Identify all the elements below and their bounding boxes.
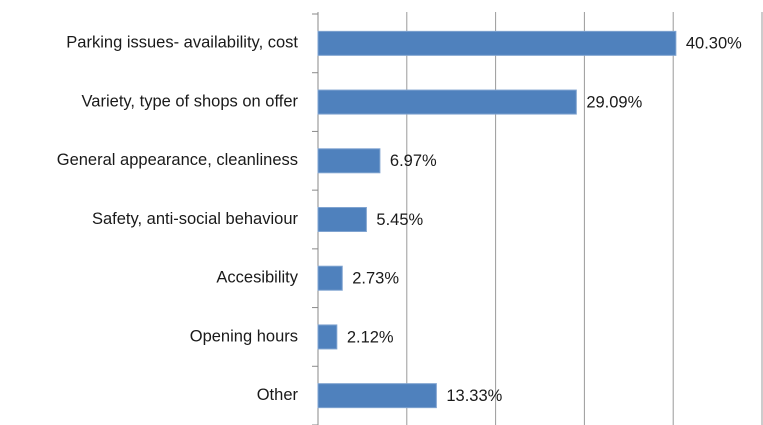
bar	[317, 265, 343, 291]
data-label: 2.12%	[347, 328, 394, 346]
bar	[317, 207, 367, 232]
bar	[317, 148, 381, 174]
y-tick-label: Safety, anti-social behaviour	[92, 210, 299, 228]
data-label: 13.33%	[446, 387, 502, 405]
bar	[317, 89, 577, 115]
bar	[317, 383, 437, 409]
data-label: 29.09%	[586, 93, 642, 111]
data-label: 2.73%	[352, 270, 399, 288]
y-tick-label: Opening hours	[190, 327, 298, 345]
data-label: 5.45%	[376, 211, 423, 229]
y-tick-label: General appearance, cleanliness	[57, 151, 298, 169]
y-tick-label: Accesibility	[216, 269, 298, 287]
data-label: 40.30%	[686, 35, 742, 53]
y-tick-label: Variety, type of shops on offer	[82, 92, 299, 110]
data-label: 6.97%	[390, 152, 437, 170]
bar	[317, 30, 677, 56]
bar	[317, 324, 338, 350]
y-tick-label: Other	[257, 386, 299, 404]
y-tick-label: Parking issues- availability, cost	[66, 34, 298, 52]
